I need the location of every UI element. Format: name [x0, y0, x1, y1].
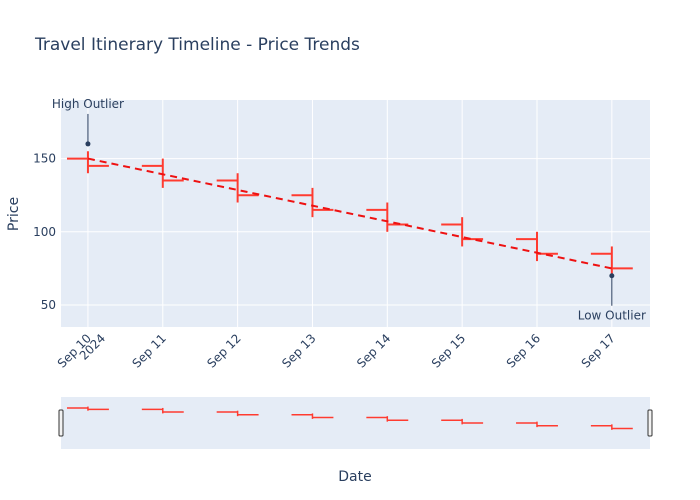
range-slider-mini-bar: [291, 413, 334, 419]
x-tick-label-text: Sep 14: [354, 331, 393, 370]
x-tick-label-text: Sep 12: [204, 331, 243, 370]
range-slider-background: [61, 397, 650, 449]
y-tick-label: 50: [41, 298, 56, 312]
x-tick-label-text: Sep 16: [504, 331, 543, 370]
range-slider-mini-bar: [441, 418, 484, 425]
outlier-marker: [609, 273, 615, 279]
x-axis-label: Date: [338, 469, 371, 485]
annotation: High Outlier: [52, 97, 124, 147]
annotation: Low Outlier: [578, 273, 646, 323]
range-slider-mini-bar: [590, 424, 633, 430]
range-slider-mini-bar: [366, 416, 409, 422]
x-tick-label: Sep 13: [279, 331, 318, 370]
range-slider-mini-bar: [141, 407, 184, 414]
range-slider-mini-bar: [516, 421, 558, 428]
ohlc-bar[interactable]: [291, 187, 334, 218]
x-tick-label: Sep 15: [429, 331, 468, 370]
x-tick-label-text: Sep 11: [130, 331, 169, 370]
chart-title: Travel Itinerary Timeline - Price Trends: [34, 35, 360, 55]
range-slider[interactable]: [58, 397, 653, 449]
ohlc-bar[interactable]: [441, 217, 484, 247]
ohlc-bar[interactable]: [66, 151, 109, 174]
x-tick-label: Sep 16: [504, 331, 543, 370]
range-slider-mini-bar: [216, 410, 259, 417]
x-tick-label: Sep 17: [579, 331, 618, 370]
x-tick-label: Sep 14: [354, 331, 393, 370]
y-tick-label: 100: [33, 225, 56, 239]
x-tick-label: Sep 11: [130, 331, 169, 370]
plot-background: [61, 100, 650, 327]
ohlc-bar[interactable]: [590, 246, 633, 276]
range-slider-left-handle[interactable]: [58, 409, 64, 437]
annotation-label: High Outlier: [52, 97, 124, 111]
y-tick-label: 150: [33, 152, 56, 166]
range-slider-right-handle[interactable]: [647, 409, 653, 437]
outlier-marker: [85, 141, 91, 147]
ohlc-bar[interactable]: [216, 173, 259, 203]
ohlc-bar[interactable]: [141, 158, 184, 188]
x-tick-label-text: Sep 15: [429, 331, 468, 370]
x-tick-label: Sep 12: [204, 331, 243, 370]
y-axis-label: Price: [6, 197, 22, 231]
x-tick-label-text: Sep 17: [579, 331, 618, 370]
x-tick-label-text: Sep 13: [279, 331, 318, 370]
annotation-label: Low Outlier: [578, 309, 646, 323]
range-slider-mini-bar: [66, 406, 109, 411]
trend-line: [87, 157, 613, 270]
